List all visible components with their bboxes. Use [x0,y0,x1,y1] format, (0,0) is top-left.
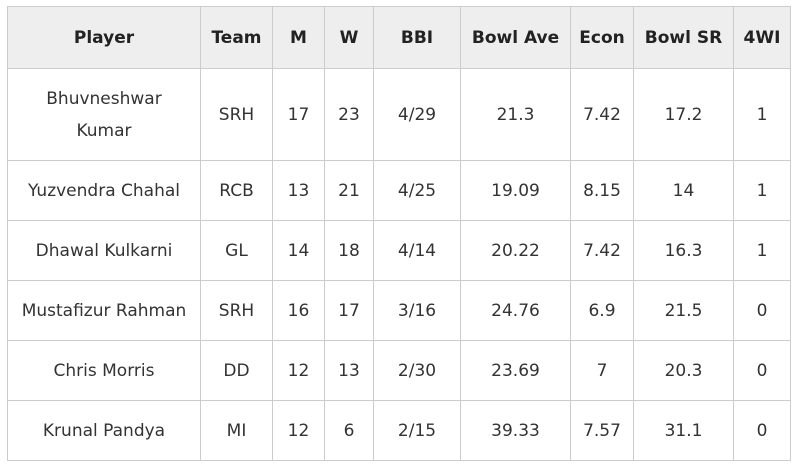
table-cell: DD [200,340,273,401]
table-cell: 4/29 [373,68,461,161]
table-cell: Mustafizur Rahman [7,280,201,341]
stats-table: Player Team M W BBI Bowl Ave Econ Bowl SR 4WI Bh… [7,6,791,461]
table-cell: 6.9 [570,280,634,341]
table-cell: MI [200,400,273,461]
table-cell: Chris Morris [7,340,201,401]
table-cell: 18 [324,220,374,281]
table-row: Mustafizur Rahman SRH 16 17 3/16 24.76 6.9 21.5… [7,280,791,341]
table-cell: 21 [324,160,374,221]
header-cell: BBI [373,6,461,69]
table-row: Yuzvendra Chahal RCB 13 21 4/25 19.09 8.15 14 1 [7,160,791,221]
table-cell: 24.76 [460,280,571,341]
table-row: Bhuvneshwar Kumar SRH 17 23 4/29 21.3 7.42 17.2… [7,68,791,161]
table-cell: GL [200,220,273,281]
table-cell: 12 [272,400,325,461]
table-cell: 13 [324,340,374,401]
table-cell: 14 [272,220,325,281]
table-cell: SRH [200,280,273,341]
table-cell: 1 [733,68,791,161]
table-row: Krunal Pandya MI 12 6 2/15 39.33 7.57 31.1 0 [7,400,791,461]
table-row: Dhawal Kulkarni GL 14 18 4/14 20.22 7.42 16.3 1 [7,220,791,281]
table-cell: Dhawal Kulkarni [7,220,201,281]
table-cell: 2/15 [373,400,461,461]
table-cell: Yuzvendra Chahal [7,160,201,221]
table-cell: 2/30 [373,340,461,401]
table-cell: 8.15 [570,160,634,221]
table-cell: 4/14 [373,220,461,281]
header-row: Player Team M W BBI Bowl Ave Econ Bowl SR 4WI [7,6,791,69]
table-body: Bhuvneshwar Kumar SRH 17 23 4/29 21.3 7.42 17.2… [7,68,791,461]
table-cell: RCB [200,160,273,221]
table-cell: 20.3 [633,340,734,401]
table-cell: 17 [324,280,374,341]
table-cell: 14 [633,160,734,221]
table-cell: 7.57 [570,400,634,461]
table-cell: 20.22 [460,220,571,281]
table-cell: 12 [272,340,325,401]
table-cell: 3/16 [373,280,461,341]
header-cell: M [272,6,325,69]
table-cell: 23 [324,68,374,161]
table-row: Chris Morris DD 12 13 2/30 23.69 7 20.3 0 [7,340,791,401]
table-cell: 21.3 [460,68,571,161]
table-cell: 1 [733,220,791,281]
table-cell: 7 [570,340,634,401]
table-cell: 1 [733,160,791,221]
table-cell: 21.5 [633,280,734,341]
table-cell: 23.69 [460,340,571,401]
table-cell: 17 [272,68,325,161]
header-cell: Player [7,6,201,69]
table-cell: Bhuvneshwar Kumar [7,68,201,161]
table-cell: 7.42 [570,68,634,161]
table-cell: Krunal Pandya [7,400,201,461]
table-cell: 4/25 [373,160,461,221]
table-cell: SRH [200,68,273,161]
header-cell: Bowl Ave [460,6,571,69]
table-cell: 17.2 [633,68,734,161]
table-cell: 0 [733,400,791,461]
header-cell: Bowl SR [633,6,734,69]
table-cell: 31.1 [633,400,734,461]
table-cell: 19.09 [460,160,571,221]
table-cell: 16 [272,280,325,341]
header-cell: Econ [570,6,634,69]
header-cell: Team [200,6,273,69]
table-cell: 7.42 [570,220,634,281]
table-cell: 16.3 [633,220,734,281]
table-cell: 0 [733,280,791,341]
table-cell: 6 [324,400,374,461]
table-cell: 0 [733,340,791,401]
header-cell: 4WI [733,6,791,69]
header-cell: W [324,6,374,69]
table-cell: 39.33 [460,400,571,461]
table-cell: 13 [272,160,325,221]
